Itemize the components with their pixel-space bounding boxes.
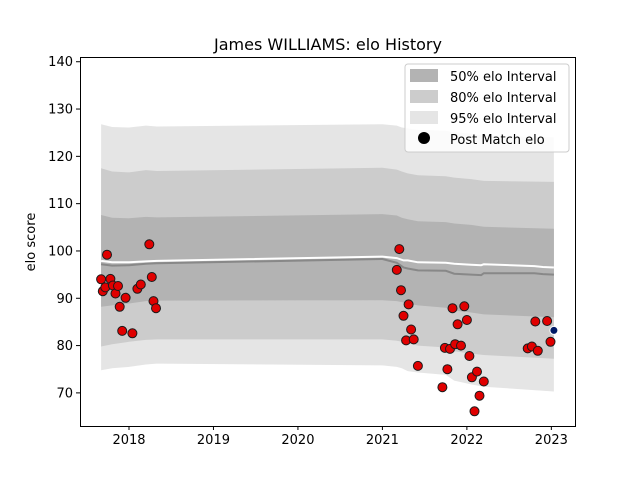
post-match-point — [117, 325, 128, 336]
post-match-point — [120, 292, 131, 303]
post-match-point — [442, 364, 453, 375]
y-tick-label: 100 — [48, 244, 73, 259]
post-match-point — [532, 345, 543, 356]
y-tick-label: 120 — [48, 150, 73, 165]
post-match-point — [146, 272, 157, 282]
legend-swatch-band80 — [410, 90, 438, 103]
y-axis-label: elo score — [24, 213, 39, 272]
post-match-point — [144, 239, 155, 250]
legend-swatch-band95 — [410, 111, 438, 124]
post-match-point — [408, 334, 419, 345]
y-tick-label: 110 — [48, 197, 73, 212]
legend-label-band95: 95% elo Interval — [450, 112, 557, 127]
legend-marker-points — [418, 132, 430, 144]
legend-label-points: Post Match elo — [450, 133, 545, 148]
post-match-point — [391, 264, 402, 275]
median-elo-line — [100, 257, 554, 277]
latest-post-match-point — [549, 325, 559, 335]
post-match-point — [530, 316, 541, 327]
x-tick-label: 2019 — [197, 433, 230, 448]
post-match-point — [469, 406, 480, 417]
post-match-point — [464, 351, 475, 361]
plot-area — [96, 124, 559, 417]
post-match-point — [545, 336, 556, 347]
y-tick-label: 70 — [56, 386, 73, 401]
post-match-point — [452, 319, 463, 330]
post-match-point — [135, 279, 146, 290]
x-tick-label: 2018 — [112, 433, 145, 448]
x-tick-label: 2022 — [450, 433, 483, 448]
post-match-point — [437, 382, 448, 393]
post-match-point — [542, 316, 553, 326]
legend-swatch-band50 — [410, 69, 438, 82]
post-match-point — [396, 285, 406, 296]
legend: 50% elo Interval 80% elo Interval 95% el… — [404, 63, 570, 153]
legend-label-band50: 50% elo Interval — [450, 70, 557, 85]
post-match-point — [478, 376, 489, 387]
post-match-point — [114, 301, 125, 312]
post-match-point — [102, 249, 112, 260]
post-match-point — [447, 303, 458, 314]
plot-frame — [80, 57, 576, 427]
interval-band50 — [101, 214, 554, 318]
post-match-point — [459, 301, 470, 312]
post-match-point — [113, 281, 123, 291]
y-tick-label: 90 — [56, 292, 73, 307]
chart-title: James WILLIAMS: elo History — [213, 35, 442, 54]
post-match-point — [398, 310, 409, 321]
post-match-point — [403, 299, 414, 310]
post-match-point — [461, 315, 472, 325]
post-match-point — [474, 390, 485, 401]
post-match-point — [127, 328, 138, 339]
legend-label-band80: 80% elo Interval — [450, 91, 557, 106]
post-match-point — [96, 274, 107, 285]
post-match-point — [412, 360, 423, 371]
post-match-point — [394, 244, 405, 255]
mean-elo-line — [100, 255, 554, 269]
post-match-point — [406, 324, 417, 335]
x-tick-label: 2021 — [366, 433, 399, 448]
legend-frame — [404, 63, 570, 153]
x-tick-label: 2023 — [535, 433, 568, 448]
post-match-point — [151, 303, 161, 314]
axes: 2018 2019 2020 2021 2022 2023 70 80 90 100 110 120 1… — [48, 55, 568, 448]
y-tick-label: 80 — [56, 339, 73, 354]
y-tick-label: 130 — [48, 103, 73, 118]
x-tick-label: 2020 — [281, 433, 314, 448]
y-tick-label: 140 — [48, 55, 73, 70]
post-match-point — [472, 366, 482, 377]
post-match-point — [456, 340, 466, 351]
